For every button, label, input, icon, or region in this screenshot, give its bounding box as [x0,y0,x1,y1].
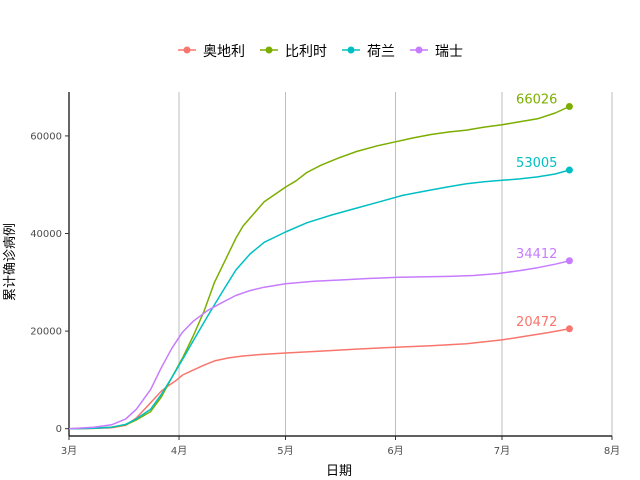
axes: 3月 4月 5月 6月 7月 8月 0 20000 40000 60000 [30,92,620,457]
x-tick-label: 6月 [387,445,403,457]
legend-label-0: 奥地利 [203,43,245,60]
legend-key-3 [410,46,428,54]
x-tick-label: 4月 [171,445,187,457]
x-axis-title: 日期 [326,464,352,479]
series-line-1 [68,105,570,430]
x-tick-label: 8月 [604,445,620,457]
end-value-label-2: 53005 [516,156,557,171]
series-end-point-1 [565,103,573,111]
legend: 奥地利 比利时 荷兰 瑞士 [178,43,463,60]
series-line-3 [68,260,570,430]
y-tick-label: 40000 [30,229,62,240]
legend-key-0 [178,46,196,54]
end-value-label-3: 34412 [516,247,557,262]
series-end-point-2 [565,166,573,174]
y-tick-label: 20000 [30,327,62,338]
series-lines [68,103,573,430]
series-line-2 [68,169,570,430]
gridlines [68,92,613,436]
legend-key-1 [260,46,278,54]
series-line-0 [68,328,570,430]
legend-label-3: 瑞士 [435,44,463,60]
legend-label-1: 比利时 [285,44,327,60]
series-end-point-0 [565,325,573,333]
end-value-label-0: 20472 [516,315,557,330]
x-tick-label: 3月 [61,445,77,457]
y-tick-label: 0 [56,424,62,435]
end-labels: 20472 66026 53005 34412 [516,93,557,330]
y-tick-label: 60000 [30,131,62,142]
x-tick-label: 5月 [277,445,293,457]
x-tick-label: 7月 [494,445,510,457]
legend-key-2 [342,46,360,54]
y-axis-title: 累计确诊病例 [3,223,18,301]
series-end-point-3 [565,257,573,265]
legend-label-2: 荷兰 [367,44,395,60]
end-value-label-1: 66026 [516,93,557,108]
